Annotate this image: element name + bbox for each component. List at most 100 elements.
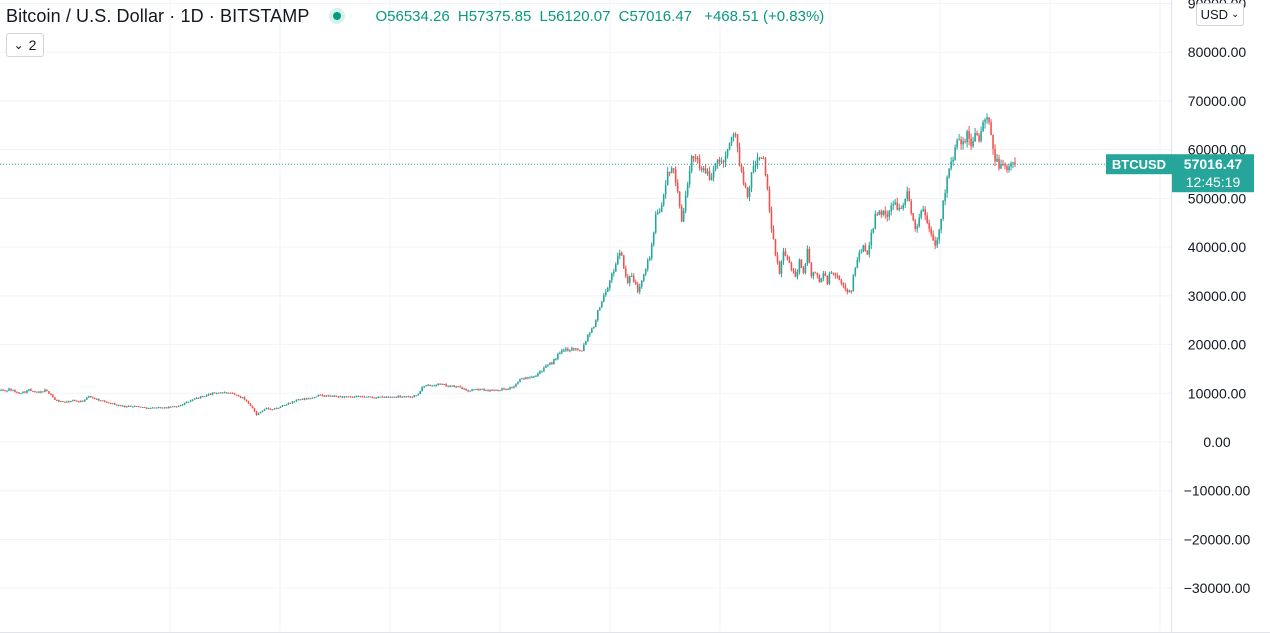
candle-body xyxy=(453,385,455,388)
candle-body xyxy=(8,388,10,391)
candle-body xyxy=(279,406,282,408)
candle-body xyxy=(1004,164,1006,167)
candle-body xyxy=(197,397,200,399)
candle-body xyxy=(299,399,302,401)
candle-body xyxy=(493,390,495,392)
candle-body xyxy=(854,267,857,276)
candle-body xyxy=(700,167,703,170)
candle-body xyxy=(343,396,346,398)
candle-body xyxy=(191,399,194,401)
candle-body xyxy=(836,275,839,277)
symbol-name: Bitcoin / U.S. Dollar xyxy=(6,5,165,26)
candle-body xyxy=(710,177,713,180)
candle-body xyxy=(856,259,859,268)
candle-body xyxy=(589,332,591,335)
candle-body xyxy=(555,358,557,360)
candle-body xyxy=(213,392,216,394)
candle-body xyxy=(906,191,909,199)
candle-body xyxy=(397,395,400,398)
candle-body xyxy=(670,168,673,173)
candle-body xyxy=(157,407,160,409)
candle-body xyxy=(605,291,607,296)
candle-body xyxy=(151,407,154,409)
candle-body xyxy=(92,397,94,399)
candle-body xyxy=(772,229,775,240)
candle-body xyxy=(32,390,34,392)
currency-label: USD xyxy=(1200,7,1229,22)
candle-body xyxy=(926,215,928,223)
candle-body xyxy=(161,407,164,409)
candle-body xyxy=(702,168,705,170)
candle-body xyxy=(559,352,561,355)
candle-body xyxy=(491,389,493,391)
candle-body xyxy=(489,389,491,392)
candle-body xyxy=(1012,162,1014,164)
candle-body xyxy=(44,389,46,392)
candle-body xyxy=(28,389,30,391)
candle-body xyxy=(888,211,891,217)
candle-body xyxy=(852,275,855,291)
candle-body xyxy=(457,386,459,388)
candle-body xyxy=(167,406,170,409)
candle-body xyxy=(571,348,573,351)
candle-body xyxy=(654,214,657,233)
candle-body xyxy=(117,405,120,407)
y-axis-tick-label: 70000.00 xyxy=(1188,93,1247,109)
candle-body xyxy=(808,248,811,263)
candle-body xyxy=(70,400,72,403)
candle-body xyxy=(125,406,128,408)
candle-body xyxy=(209,394,212,396)
candle-body xyxy=(409,396,411,398)
candle-body xyxy=(361,396,364,398)
candle-body xyxy=(195,397,198,399)
chevron-down-icon: ⌄ xyxy=(1231,9,1240,20)
candle-body xyxy=(840,279,843,284)
candle-body xyxy=(143,407,146,409)
y-axis-tick-label: 50000.00 xyxy=(1188,190,1247,206)
symbol-price-tag xyxy=(1106,154,1172,175)
candle-body xyxy=(501,388,503,391)
candle-body xyxy=(994,148,996,162)
candle-body xyxy=(778,262,781,274)
candle-body xyxy=(978,135,980,141)
candle-body xyxy=(930,228,932,235)
candle-body xyxy=(42,391,44,393)
candle-body xyxy=(235,394,238,396)
candle-body xyxy=(48,391,50,394)
candle-body xyxy=(155,407,158,409)
candle-body xyxy=(918,217,920,227)
currency-dropdown-button[interactable]: USD ⌄ xyxy=(1196,3,1244,26)
candle-body xyxy=(842,283,845,286)
candle-body xyxy=(826,275,829,284)
candle-body xyxy=(113,403,116,405)
candle-body xyxy=(666,172,669,186)
candle-body xyxy=(455,386,457,388)
candle-body xyxy=(215,393,218,395)
symbol-title[interactable]: Bitcoin / U.S. Dollar · 1D · BITSTAMP xyxy=(6,5,310,26)
candle-body xyxy=(626,276,629,283)
candle-body xyxy=(503,388,505,390)
candle-body xyxy=(325,395,328,397)
candle-body xyxy=(311,397,314,399)
candle-body xyxy=(539,371,541,374)
candle-body xyxy=(84,399,86,402)
candle-body xyxy=(54,397,56,400)
candle-body xyxy=(207,394,210,396)
candle-body xyxy=(900,207,903,209)
candle-body xyxy=(688,171,691,185)
candle-body xyxy=(922,209,924,212)
candle-body xyxy=(790,263,793,270)
candle-body xyxy=(718,159,721,162)
candle-body xyxy=(828,273,831,284)
candle-body xyxy=(529,377,531,379)
candle-body xyxy=(439,383,441,385)
candle-body xyxy=(920,211,922,218)
indicators-toggle-button[interactable]: ⌄ 2 xyxy=(6,33,44,57)
candle-body xyxy=(690,156,693,172)
candle-body xyxy=(890,205,893,212)
candle-body xyxy=(730,136,733,144)
candle-body xyxy=(305,398,308,400)
candle-body xyxy=(664,185,667,195)
